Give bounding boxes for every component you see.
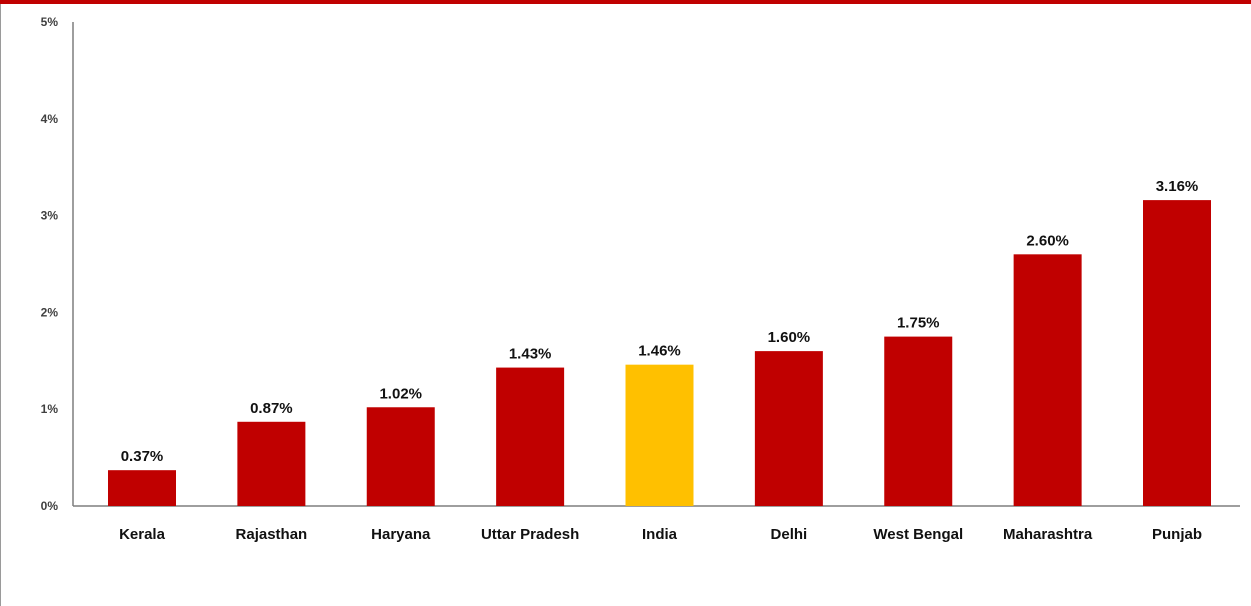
bar (496, 367, 565, 506)
bar-value-label: 0.37% (121, 448, 164, 465)
x-category-label: Haryana (371, 526, 431, 543)
bar (884, 336, 953, 506)
bar (1013, 254, 1082, 506)
bar (108, 470, 176, 506)
data-labels: 0.37% 0.87% 1.02% 1.43% 1.46% 1.60% 1.75% 2.60%… (121, 178, 1199, 465)
bar-value-label: 3.16% (1156, 178, 1199, 195)
y-tick-label: 1% (41, 402, 59, 416)
bar (237, 421, 306, 506)
bar-value-label: 1.60% (768, 329, 811, 346)
bar-value-label: 1.43% (509, 346, 552, 363)
left-border (0, 4, 1, 606)
top-border (0, 0, 1251, 4)
x-category-label: Maharashtra (1003, 526, 1093, 543)
bar-value-label: 1.46% (638, 343, 681, 360)
bar (366, 407, 435, 506)
bar-value-label: 1.75% (897, 315, 940, 332)
y-axis-ticks: 0% 1% 2% 3% 4% 5% (41, 15, 59, 513)
x-category-label: India (642, 526, 678, 543)
x-category-label: Delhi (771, 526, 808, 543)
x-category-label: Uttar Pradesh (481, 526, 579, 543)
x-category-label: Kerala (119, 526, 166, 543)
y-tick-label: 2% (41, 305, 59, 319)
bar (1143, 200, 1211, 506)
bars (108, 200, 1211, 506)
bar-value-label: 2.60% (1026, 232, 1069, 249)
bar-value-label: 1.02% (379, 385, 422, 402)
bar (754, 351, 823, 506)
y-tick-label: 4% (41, 112, 59, 126)
bar (625, 364, 694, 506)
category-labels: Kerala Rajasthan Haryana Uttar Pradesh India… (119, 526, 1202, 543)
y-tick-label: 5% (41, 15, 59, 29)
y-tick-label: 0% (41, 499, 59, 513)
x-category-label: West Bengal (873, 526, 963, 543)
x-category-label: Punjab (1152, 526, 1202, 543)
y-tick-label: 3% (41, 209, 59, 223)
bar-value-label: 0.87% (250, 400, 293, 417)
x-category-label: Rajasthan (236, 526, 308, 543)
